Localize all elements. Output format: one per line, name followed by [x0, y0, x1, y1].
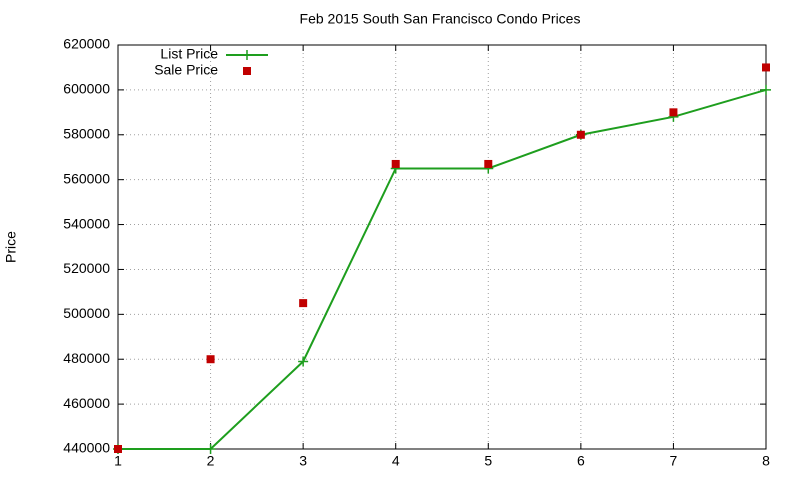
y-tick-label: 600000: [63, 81, 110, 97]
x-tick-label: 3: [299, 453, 307, 469]
x-tick-label: 8: [762, 453, 770, 469]
point: [576, 130, 585, 139]
legend-label: Sale Price: [154, 62, 218, 78]
x-tick-label: 1: [114, 453, 122, 469]
legend-swatch: [242, 50, 252, 60]
x-tick-label: 5: [484, 453, 492, 469]
x-tick-label: 2: [207, 453, 215, 469]
x-tick-label: 6: [577, 453, 585, 469]
x-tick-label: 7: [670, 453, 678, 469]
plot-border: [117, 44, 767, 450]
point: [114, 445, 122, 453]
point: [206, 355, 215, 364]
y-axis-label: Price: [3, 231, 19, 263]
y-tick-label: 620000: [63, 36, 110, 52]
point: [761, 84, 771, 95]
y-tick-label: 480000: [63, 350, 110, 366]
y-tick-label: 460000: [63, 395, 110, 411]
legend-label: List Price: [160, 46, 218, 62]
point: [205, 444, 216, 454]
legend-swatch: [243, 67, 251, 75]
chart-title: Feb 2015 South San Francisco Condo Price…: [300, 11, 581, 27]
y-tick-label: 500000: [63, 305, 110, 321]
point: [484, 159, 493, 168]
y-tick-label: 520000: [63, 260, 110, 276]
point: [298, 356, 309, 367]
y-tick-label: 540000: [63, 215, 110, 231]
point: [391, 159, 400, 168]
y-tick-label: 440000: [63, 440, 110, 456]
point: [762, 63, 770, 72]
y-tick-label: 560000: [63, 170, 110, 186]
point: [299, 299, 308, 308]
y-tick-label: 580000: [63, 125, 110, 141]
point: [669, 108, 678, 117]
series-line: [118, 88, 767, 450]
x-tick-label: 4: [392, 453, 400, 469]
